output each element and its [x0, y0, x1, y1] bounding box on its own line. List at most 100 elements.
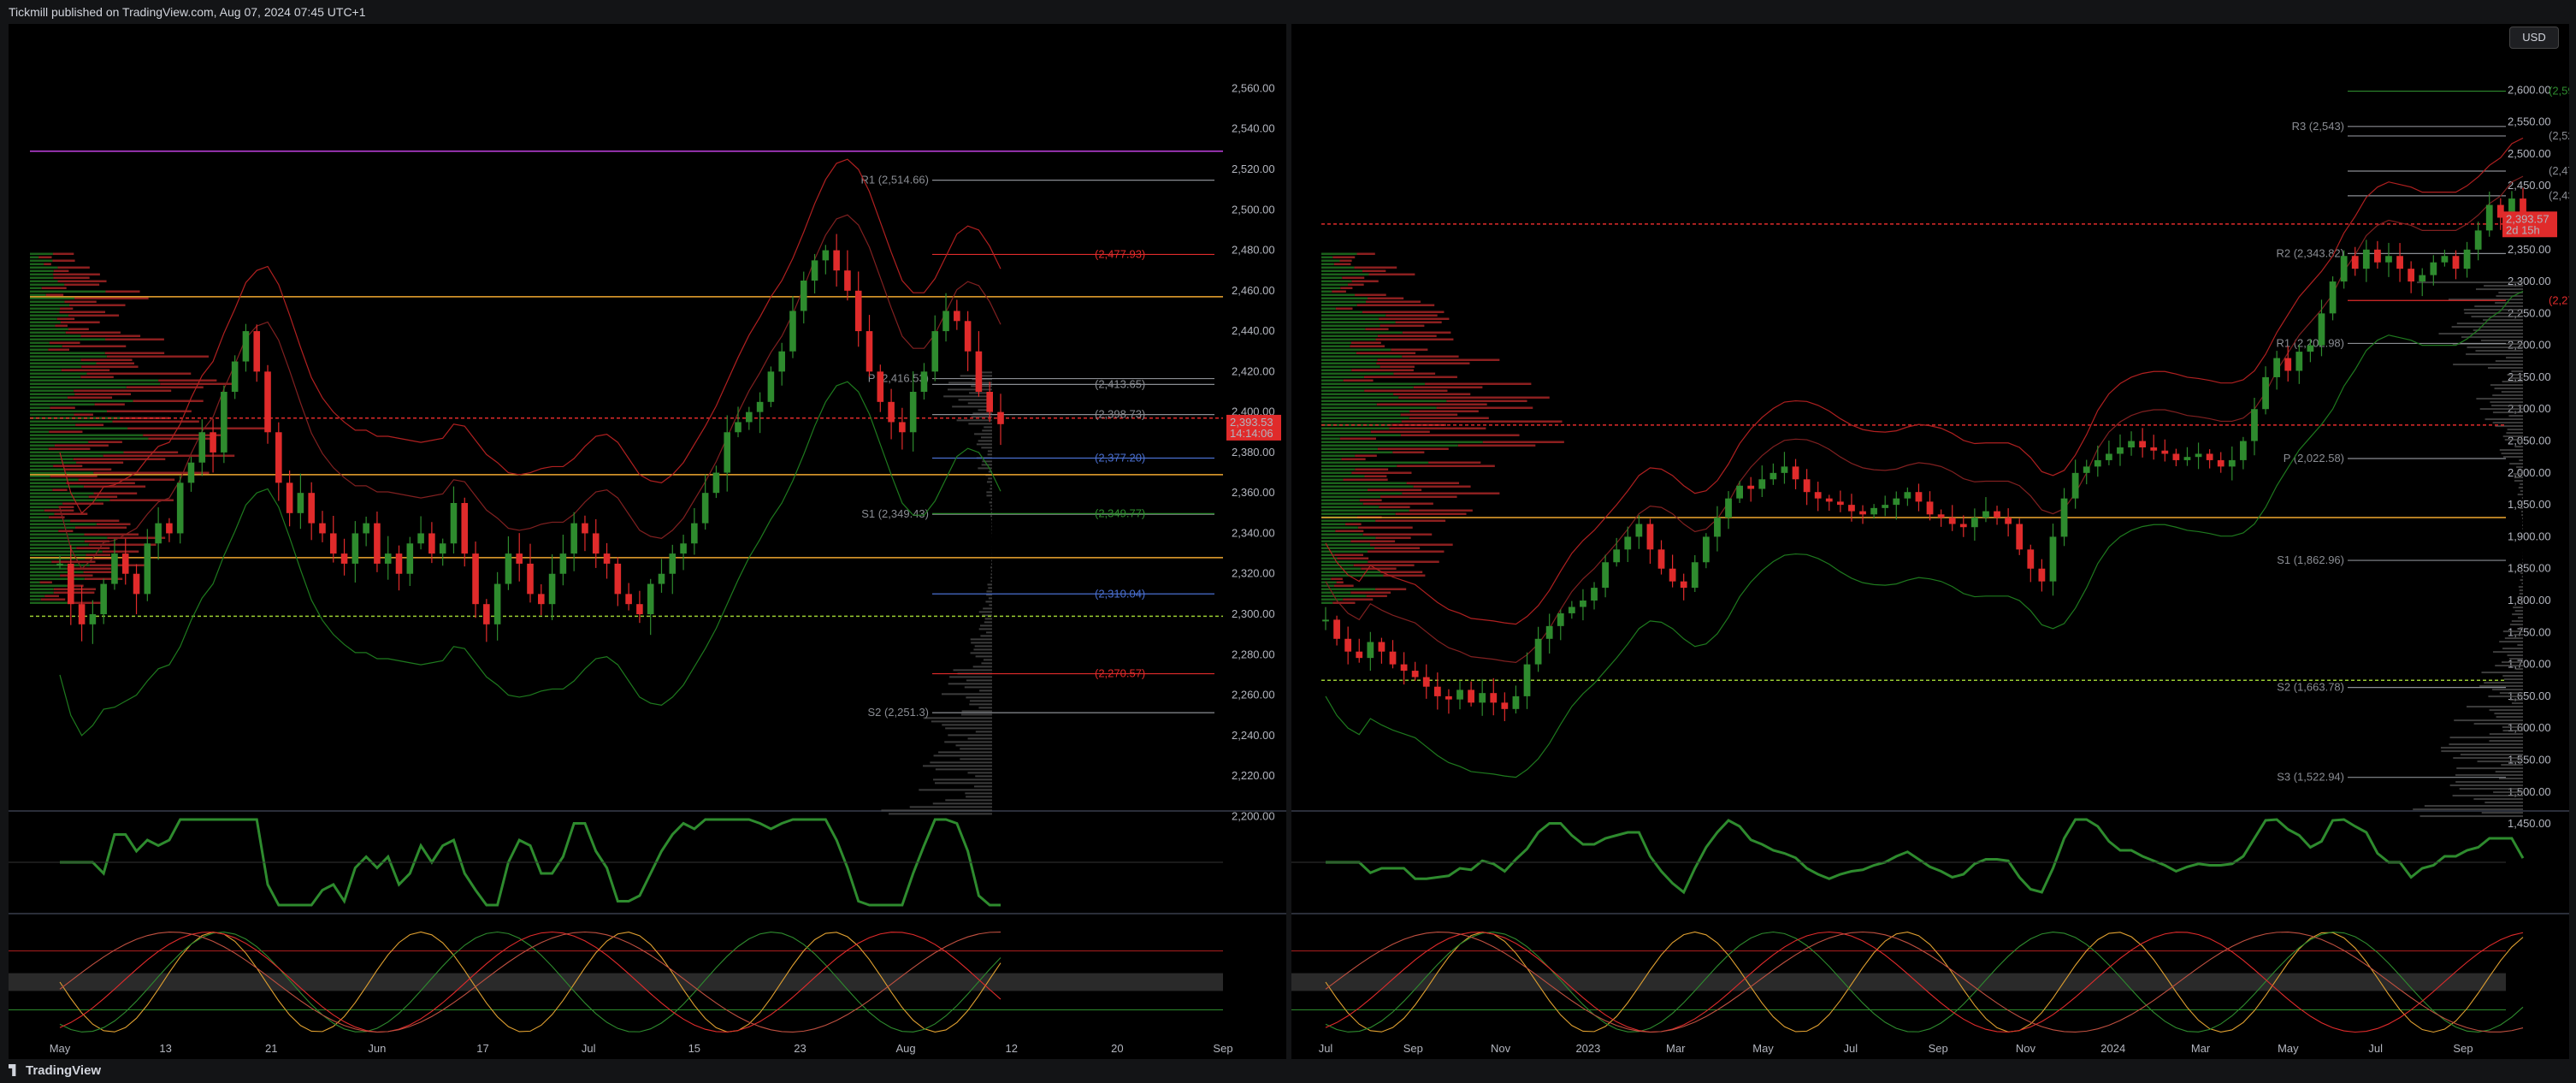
- chart-left-svg[interactable]: 2,560.00 2,540.00 2,520.00 2,500.00 2,480.00…: [9, 24, 1286, 1059]
- volume-profile-bar-gray: [2496, 295, 2523, 298]
- candle-body: [1501, 702, 1509, 709]
- volume-profile-bar: [1343, 478, 1388, 481]
- y-tick-label: 2,600.00: [2508, 83, 2551, 96]
- volume-profile-bar: [1375, 536, 1411, 539]
- candle-body: [2105, 453, 2112, 460]
- volume-profile-bar: [1380, 571, 1423, 573]
- currency-button[interactable]: USD: [2509, 27, 2559, 49]
- candle-body: [439, 543, 446, 554]
- volume-profile-bar: [1321, 550, 1368, 553]
- candle-body: [1926, 501, 1934, 515]
- candle-body: [1322, 619, 1329, 622]
- x-tick-label: Mar: [2191, 1042, 2211, 1055]
- volume-profile-bar: [1321, 276, 1343, 279]
- chart-pane-left[interactable]: 2,560.00 2,540.00 2,520.00 2,500.00 2,480.00…: [9, 24, 1286, 1059]
- volume-profile-bar: [30, 399, 133, 402]
- volume-profile-bar: [30, 386, 127, 388]
- volume-profile-bar: [1321, 577, 1332, 580]
- volume-profile-bar: [1355, 468, 1389, 470]
- volume-profile-bar-gray: [2514, 446, 2523, 448]
- volume-profile-bar-gray: [990, 515, 992, 518]
- volume-profile-bar-gray: [978, 409, 992, 411]
- volume-profile-bar-gray: [934, 782, 992, 784]
- volume-profile-bar-gray: [2511, 370, 2523, 373]
- tradingview-icon: [9, 1064, 16, 1076]
- candle-body: [1635, 524, 1643, 537]
- x-tick-label: 23: [794, 1042, 806, 1055]
- candle-body: [1389, 651, 1397, 665]
- candle-body: [2485, 204, 2493, 231]
- volume-profile-bar: [1321, 536, 1376, 539]
- candle-body: [2318, 313, 2325, 346]
- volume-profile-bar: [103, 454, 235, 457]
- volume-profile-bar: [30, 461, 77, 464]
- volume-profile-bar: [1321, 430, 1371, 433]
- volume-profile-bar: [1321, 358, 1378, 361]
- volume-profile-bar-gray: [990, 488, 992, 490]
- volume-profile-bar: [86, 372, 192, 375]
- volume-profile-bar: [1332, 256, 1356, 258]
- volume-profile-bar-gray: [2476, 398, 2523, 400]
- volume-profile-bar: [1359, 499, 1382, 501]
- candle-body: [472, 553, 479, 605]
- chart-pane-right[interactable]: 2,600.002,550.002,500.002,450.002,400.00…: [1291, 24, 2569, 1059]
- candle-body: [56, 563, 63, 565]
- volume-profile-bar-gray: [2521, 569, 2523, 571]
- volume-profile-bar: [1364, 475, 1387, 477]
- candle-body: [1904, 492, 1911, 499]
- volume-profile-bar: [1366, 595, 1387, 597]
- volume-profile-bar: [1343, 598, 1374, 601]
- candle-body: [210, 432, 216, 453]
- volume-profile-bar: [1321, 314, 1386, 317]
- candle-body: [1591, 588, 1598, 601]
- volume-profile-bar-gray: [990, 508, 992, 511]
- candle-body: [647, 583, 654, 614]
- volume-profile-bar-gray: [2489, 709, 2523, 712]
- x-tick-label: Jun: [368, 1042, 386, 1055]
- volume-profile-bar: [1333, 263, 1351, 265]
- x-tick-label: Aug: [896, 1042, 916, 1055]
- volume-profile-bar-gray: [2481, 672, 2523, 674]
- volume-profile-bar: [44, 509, 74, 512]
- candle-body: [778, 351, 785, 372]
- candle-body: [1714, 518, 1721, 537]
- volume-profile-bar-gray: [2502, 675, 2523, 678]
- volume-profile-bar: [30, 396, 68, 399]
- volume-profile-bar-gray: [970, 638, 992, 641]
- volume-profile-bar-gray: [2510, 377, 2523, 380]
- volume-profile-bar: [30, 314, 68, 317]
- volume-profile-bar: [64, 283, 100, 286]
- y-tick-label: 2,480.00: [1232, 244, 1275, 257]
- volume-profile-bar-gray: [2502, 630, 2523, 633]
- volume-profile-bar-gray: [2521, 576, 2523, 578]
- volume-profile-bar-gray: [943, 395, 992, 398]
- volume-profile-bar: [1369, 543, 1453, 546]
- volume-profile-bar: [30, 287, 42, 289]
- volume-profile-bar: [1321, 601, 1333, 604]
- brand-label: TradingView: [26, 1063, 102, 1078]
- volume-profile-bar-gray: [2502, 435, 2523, 438]
- candle-body: [559, 553, 567, 574]
- volume-profile-bar: [30, 430, 50, 433]
- tradingview-logo[interactable]: TradingView: [9, 1063, 101, 1078]
- volume-profile-bar-gray: [923, 765, 992, 767]
- volume-profile-bar: [1321, 523, 1346, 525]
- volume-profile-bar: [1321, 451, 1393, 453]
- pivot-level-label: (2,349.77): [1095, 506, 1145, 519]
- volume-profile-bar-gray: [953, 669, 992, 672]
- volume-profile-bar: [63, 468, 112, 470]
- volume-profile-bar-gray: [2496, 716, 2523, 719]
- volume-profile-bar: [1321, 567, 1362, 570]
- volume-profile-bar: [96, 523, 131, 525]
- volume-profile-bar: [1351, 471, 1412, 474]
- volume-profile-bar: [30, 417, 121, 419]
- volume-profile-bar-gray: [2502, 730, 2523, 732]
- volume-profile-bar: [1321, 413, 1401, 416]
- candle-body: [964, 321, 972, 352]
- volume-profile-bar: [60, 574, 93, 577]
- chart-right-svg[interactable]: 2,600.002,550.002,500.002,450.002,400.00…: [1291, 24, 2569, 1059]
- stochastic-line: [1325, 931, 2524, 1033]
- volume-profile-bar: [30, 485, 84, 488]
- candle-body: [2139, 441, 2147, 447]
- volume-profile-bar-gray: [2459, 788, 2523, 790]
